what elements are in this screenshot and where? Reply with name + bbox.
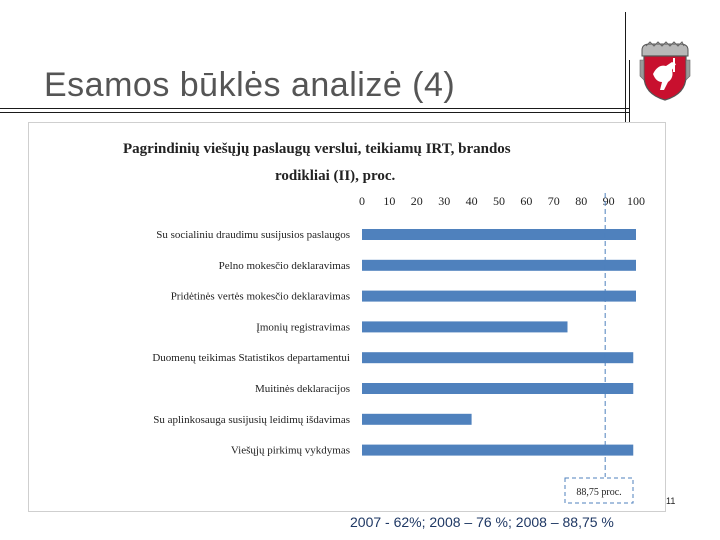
- x-tick-label: 100: [627, 194, 645, 208]
- x-tick-label: 0: [359, 194, 365, 208]
- bar: [362, 321, 568, 333]
- x-tick-label: 20: [411, 194, 423, 208]
- category-label: Muitinės deklaracijos: [255, 383, 350, 395]
- bar-chart: Pagrindinių viešųjų paslaugų verslui, te…: [123, 141, 645, 504]
- bar: [362, 413, 472, 425]
- category-label: Viešųjų pirkimų vykdymas: [231, 445, 350, 457]
- bar: [362, 259, 636, 271]
- x-tick-label: 50: [493, 194, 505, 208]
- coat-of-arms-icon: [636, 40, 694, 102]
- page-number: 11: [666, 496, 676, 506]
- header-divider: [625, 12, 626, 122]
- bar: [362, 383, 634, 394]
- x-tick-label: 80: [575, 194, 587, 208]
- reference-label: 88,75 proc.: [576, 487, 621, 498]
- chart-title-line2: rodikliai (II), proc.: [275, 168, 396, 184]
- footer-note: 2007 - 62%; 2008 – 76 %; 2008 – 88,75 %: [350, 514, 614, 530]
- bar: [362, 290, 636, 302]
- bar: [362, 444, 634, 456]
- slide-title: Esamos būklės analizė (4): [44, 66, 456, 104]
- bar: [362, 352, 634, 364]
- x-tick-label: 60: [520, 194, 532, 208]
- header-divider-2: [629, 60, 630, 122]
- x-tick-label: 30: [438, 194, 450, 208]
- category-label: Duomenų teikimas Statistikos departament…: [152, 352, 350, 364]
- chart-panel: Pagrindinių viešųjų paslaugų verslui, te…: [28, 122, 666, 512]
- category-label: Su socialiniu draudimu susijusios paslau…: [156, 229, 350, 241]
- x-tick-label: 40: [466, 194, 478, 208]
- category-label: Pridėtinės vertės mokesčio deklaravimas: [171, 291, 350, 303]
- x-tick-label: 70: [548, 194, 560, 208]
- x-tick-label: 10: [383, 194, 395, 208]
- chart-title-line1: Pagrindinių viešųjų paslaugų verslui, te…: [123, 141, 511, 157]
- category-label: Pelno mokesčio deklaravimas: [219, 260, 350, 272]
- category-label: Įmonių registravimas: [256, 321, 350, 333]
- title-rule-short: [0, 112, 630, 113]
- bar: [362, 229, 636, 240]
- title-rule: [0, 108, 630, 109]
- reference-label-box: [564, 477, 634, 504]
- x-tick-label: 90: [603, 194, 615, 208]
- category-label: Su aplinkosauga susijusių leidimų išdavi…: [153, 414, 350, 426]
